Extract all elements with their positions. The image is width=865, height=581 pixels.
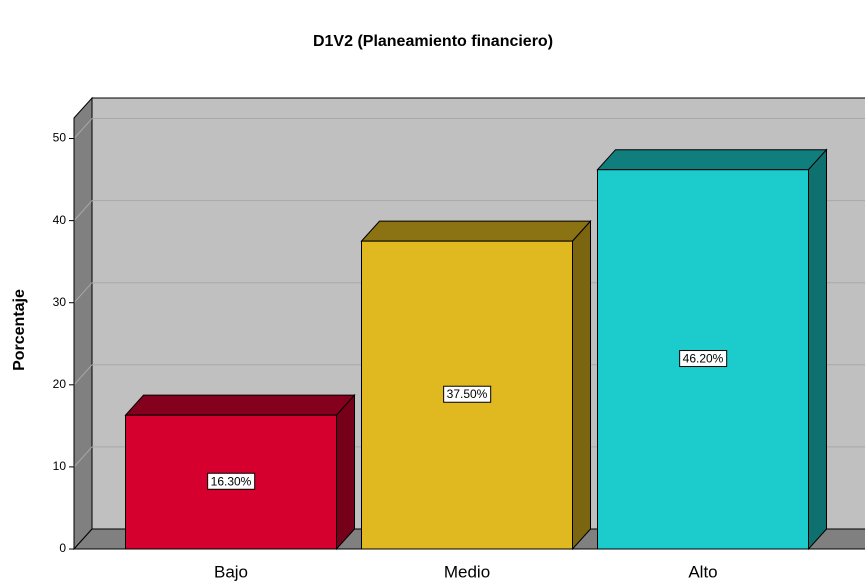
data-label: 46.20%: [683, 352, 724, 366]
bar-top: [596, 149, 828, 171]
chart-title: D1V2 (Planeamiento financiero): [313, 33, 553, 50]
bar-top: [124, 394, 356, 416]
data-label-box: [207, 472, 256, 490]
data-label-box: [679, 350, 728, 368]
grid-line: [73, 282, 93, 304]
bar-side: [572, 219, 591, 551]
grid-line: [73, 364, 93, 386]
y-tick-label: 0: [59, 541, 66, 555]
y-tick-label: 30: [53, 295, 67, 309]
bar-side: [808, 148, 827, 551]
x-tick-label: Alto: [688, 562, 717, 581]
data-label-box: [443, 385, 492, 403]
y-tick-label: 20: [53, 377, 67, 391]
data-label: 16.30%: [211, 474, 252, 488]
y-tick-label: 50: [53, 131, 67, 145]
grid-line: [73, 200, 93, 221]
x-tick-label: Bajo: [214, 562, 248, 581]
y-tick-label: 10: [53, 459, 67, 473]
y-axis-label: Porcentaje: [11, 289, 28, 371]
x-tick-label: Medio: [444, 562, 490, 581]
grid-line: [73, 446, 93, 468]
grid-line: [73, 118, 93, 139]
bar-side: [336, 393, 355, 551]
side-wall: [73, 96, 93, 551]
data-label: 37.50%: [447, 387, 488, 401]
bar-top: [360, 220, 592, 242]
y-tick-label: 40: [53, 213, 67, 227]
